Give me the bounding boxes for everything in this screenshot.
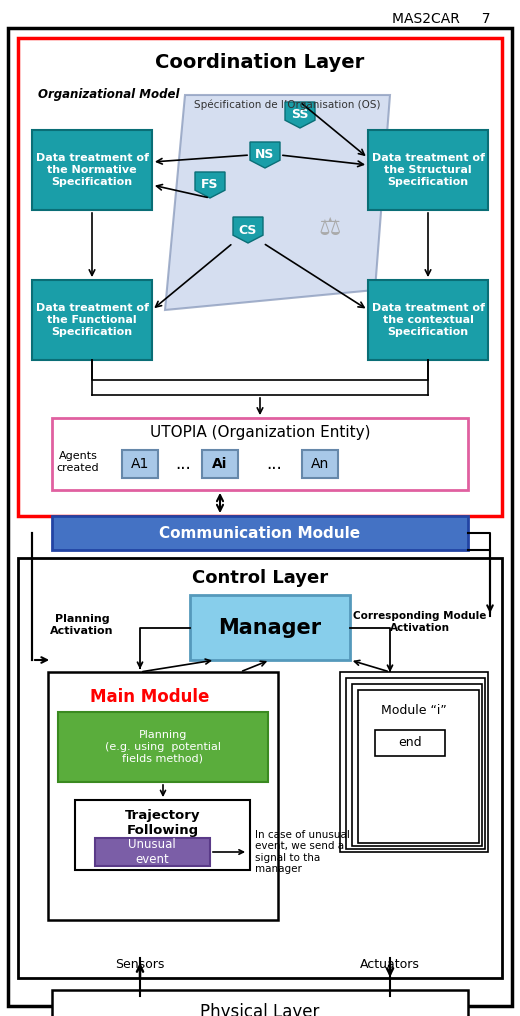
Bar — [302, 450, 338, 478]
Bar — [202, 450, 238, 478]
Text: Ai: Ai — [212, 457, 228, 471]
Polygon shape — [250, 142, 280, 168]
Text: NS: NS — [255, 148, 275, 162]
Bar — [122, 450, 158, 478]
Text: A1: A1 — [131, 457, 149, 471]
Text: Organizational Model: Organizational Model — [38, 88, 179, 101]
Text: UTOPIA (Organization Entity): UTOPIA (Organization Entity) — [150, 425, 370, 440]
Bar — [48, 672, 278, 920]
Text: Trajectory
Following: Trajectory Following — [125, 809, 201, 837]
Text: MAS2CAR     7: MAS2CAR 7 — [392, 12, 490, 26]
Text: Module “i”: Module “i” — [381, 703, 447, 716]
Text: Spécification de l’Organisation (OS): Spécification de l’Organisation (OS) — [194, 100, 380, 111]
Text: Manager: Manager — [218, 618, 321, 638]
Bar — [32, 280, 152, 360]
Bar — [340, 672, 488, 852]
Bar — [52, 990, 468, 1016]
Polygon shape — [165, 96, 390, 310]
Text: ⚖: ⚖ — [319, 216, 341, 240]
Bar — [190, 595, 350, 660]
Bar — [18, 38, 502, 516]
Bar — [358, 690, 479, 843]
Text: Control Layer: Control Layer — [192, 569, 328, 587]
Bar — [58, 712, 268, 782]
Text: Planning
Activation: Planning Activation — [50, 615, 114, 636]
Text: Corresponding Module
Activation: Corresponding Module Activation — [353, 612, 487, 633]
Text: Agents
created: Agents created — [57, 451, 99, 472]
Text: Data treatment of
the Functional
Specification: Data treatment of the Functional Specifi… — [35, 304, 149, 336]
Text: Unusual
event: Unusual event — [128, 838, 176, 866]
Bar — [75, 800, 250, 870]
Polygon shape — [285, 102, 315, 128]
Text: Actuators: Actuators — [360, 957, 420, 970]
Text: Sensors: Sensors — [115, 957, 165, 970]
Text: An: An — [311, 457, 329, 471]
Text: SS: SS — [291, 109, 309, 122]
Bar — [368, 130, 488, 210]
Text: Planning
(e.g. using  potential
fields method): Planning (e.g. using potential fields me… — [105, 731, 221, 764]
Text: Physical Layer: Physical Layer — [200, 1003, 320, 1016]
Text: Main Module: Main Module — [90, 688, 210, 706]
Bar — [32, 130, 152, 210]
Bar — [52, 418, 468, 490]
Text: ...: ... — [175, 455, 191, 473]
Polygon shape — [233, 217, 263, 243]
Text: CS: CS — [239, 224, 257, 237]
Bar — [352, 684, 482, 846]
Text: end: end — [398, 737, 422, 750]
Text: Data treatment of
the Structural
Specification: Data treatment of the Structural Specifi… — [371, 153, 485, 187]
Text: Communication Module: Communication Module — [160, 525, 360, 541]
Text: FS: FS — [201, 179, 219, 191]
Bar — [346, 678, 485, 849]
Text: ...: ... — [266, 455, 282, 473]
Bar — [375, 731, 445, 756]
Text: Coordination Layer: Coordination Layer — [155, 53, 365, 71]
Text: In case of unusual
event, we send a
signal to tha
manager: In case of unusual event, we send a sign… — [255, 830, 350, 875]
Text: Data treatment of
the contextual
Specification: Data treatment of the contextual Specifi… — [371, 304, 485, 336]
Bar — [52, 516, 468, 550]
Bar — [368, 280, 488, 360]
Bar — [95, 838, 210, 866]
Text: Data treatment of
the Normative
Specification: Data treatment of the Normative Specific… — [35, 153, 149, 187]
Bar — [18, 558, 502, 978]
Polygon shape — [195, 172, 225, 198]
